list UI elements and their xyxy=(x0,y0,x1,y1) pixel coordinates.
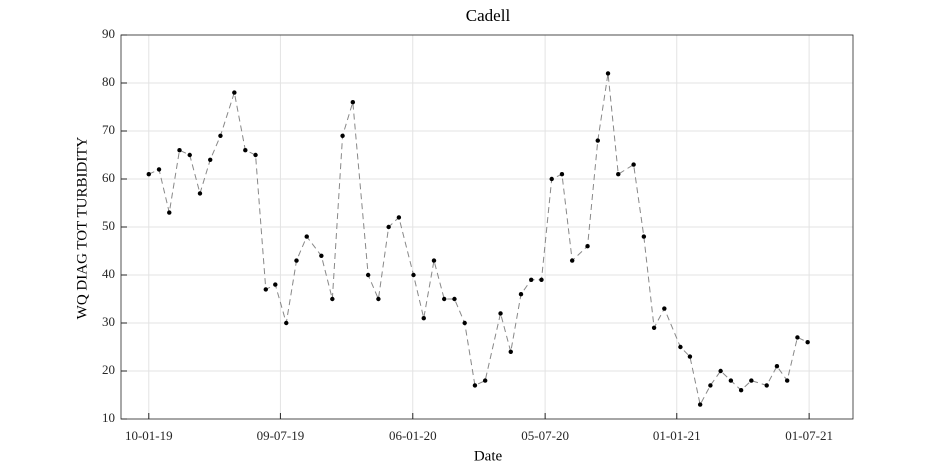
data-point xyxy=(569,258,575,263)
data-point xyxy=(421,316,426,321)
data-point xyxy=(508,349,513,354)
x-tick-label: 05-07-20 xyxy=(521,428,569,443)
data-point xyxy=(156,167,162,172)
data-point xyxy=(187,152,192,158)
data-point xyxy=(539,277,544,282)
data-point xyxy=(549,176,554,182)
y-axis-label: WQ DIAG TOT TURBIDITY xyxy=(74,137,90,320)
data-point xyxy=(218,133,223,138)
data-point xyxy=(146,172,151,177)
y-tick-label: 50 xyxy=(102,218,115,233)
y-tick-label: 30 xyxy=(102,314,115,329)
data-point xyxy=(304,234,309,239)
data-point xyxy=(462,320,467,326)
data-point xyxy=(472,383,478,388)
chart-title: Cadell xyxy=(466,6,511,25)
data-point xyxy=(764,383,769,388)
data-point xyxy=(738,388,744,393)
data-point xyxy=(396,215,402,220)
data-point xyxy=(243,148,248,153)
y-tick-label: 70 xyxy=(102,122,115,137)
data-point xyxy=(482,378,488,383)
data-point xyxy=(263,287,268,292)
data-point xyxy=(631,162,636,167)
data-point xyxy=(605,71,611,76)
data-point xyxy=(651,325,657,330)
x-tick-label: 01-01-21 xyxy=(653,428,701,443)
data-point xyxy=(208,157,213,162)
data-point xyxy=(284,320,289,326)
data-point xyxy=(697,402,703,407)
data-point xyxy=(718,368,723,374)
data-point xyxy=(559,172,565,177)
y-tick-label: 60 xyxy=(102,170,115,185)
data-point xyxy=(253,152,258,158)
x-tick-label: 09-07-19 xyxy=(257,428,305,443)
data-point xyxy=(795,335,800,340)
data-point xyxy=(708,383,713,388)
data-point xyxy=(678,344,683,350)
data-point xyxy=(662,306,667,311)
data-point xyxy=(167,210,172,215)
data-point xyxy=(365,272,371,278)
data-point xyxy=(273,282,278,287)
data-point xyxy=(529,277,534,282)
data-point xyxy=(197,191,203,196)
data-point xyxy=(442,296,447,302)
data-point xyxy=(177,148,182,153)
data-point xyxy=(585,244,590,249)
y-tick-label: 90 xyxy=(102,26,115,41)
y-tick-label: 20 xyxy=(102,362,115,377)
data-point xyxy=(350,100,356,105)
data-point xyxy=(452,296,457,302)
x-tick-label: 06-01-20 xyxy=(389,428,437,443)
data-point xyxy=(411,272,416,278)
data-point xyxy=(518,292,524,297)
data-point xyxy=(774,364,780,369)
data-point xyxy=(616,172,621,177)
data-point xyxy=(319,253,324,258)
y-tick-label: 40 xyxy=(102,266,115,281)
data-point xyxy=(232,90,237,95)
data-point xyxy=(340,133,345,138)
data-point xyxy=(376,296,381,302)
data-line xyxy=(148,73,808,407)
y-tick-label: 80 xyxy=(102,74,115,89)
data-point xyxy=(805,340,810,345)
data-point xyxy=(728,378,734,383)
x-tick-label: 01-07-21 xyxy=(785,428,833,443)
data-point xyxy=(641,234,647,239)
y-tick-label: 10 xyxy=(102,410,115,425)
data-point xyxy=(330,296,335,302)
data-point xyxy=(386,224,391,230)
data-point xyxy=(687,354,693,359)
data-point xyxy=(498,311,503,316)
x-tick-label: 10-01-19 xyxy=(125,428,173,443)
data-point xyxy=(784,378,790,383)
x-axis-label: Date xyxy=(474,448,503,464)
data-point xyxy=(431,258,437,263)
data-point xyxy=(595,138,600,143)
data-point xyxy=(294,258,299,263)
plot-frame xyxy=(120,34,854,420)
data-point xyxy=(749,378,754,383)
